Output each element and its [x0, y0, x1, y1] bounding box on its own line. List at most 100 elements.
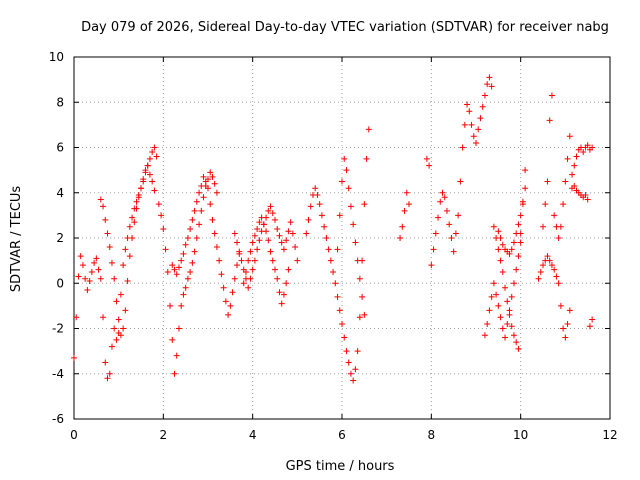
data-point: [359, 293, 366, 300]
data-point: [542, 201, 549, 208]
data-point: [122, 307, 129, 314]
data-point: [499, 241, 506, 248]
data-point: [495, 302, 502, 309]
data-point: [584, 142, 591, 149]
data-point: [146, 155, 153, 162]
data-point: [100, 314, 107, 321]
data-point: [327, 257, 334, 264]
data-point: [289, 230, 296, 237]
data-point: [468, 121, 475, 128]
data-point: [343, 348, 350, 355]
data-point: [79, 262, 86, 269]
data-point: [251, 257, 258, 264]
data-point: [510, 280, 517, 287]
data-point: [522, 167, 529, 174]
data-point: [102, 216, 109, 223]
data-point: [151, 144, 158, 151]
data-point: [153, 153, 160, 160]
x-axis-label: GPS time / hours: [286, 459, 395, 474]
data-point: [117, 332, 124, 339]
data-point: [535, 275, 542, 282]
data-point: [495, 228, 502, 235]
data-point: [548, 262, 555, 269]
data-point: [537, 268, 544, 275]
data-point: [481, 332, 488, 339]
data-point: [285, 266, 292, 273]
x-tick-label: 12: [602, 428, 617, 442]
data-point: [108, 343, 115, 350]
series-sat-f: [240, 214, 292, 307]
data-point: [504, 320, 511, 327]
data-point: [544, 253, 551, 260]
data-point: [180, 291, 187, 298]
data-point: [200, 173, 207, 180]
data-point: [82, 275, 89, 282]
data-point: [274, 225, 281, 232]
data-point: [365, 126, 372, 133]
data-point: [502, 334, 509, 341]
data-point: [504, 298, 511, 305]
data-point: [104, 230, 111, 237]
data-point: [330, 268, 337, 275]
data-point: [589, 316, 596, 323]
data-point: [406, 201, 412, 208]
data-point: [102, 359, 109, 366]
data-point: [566, 133, 573, 140]
data-point: [111, 275, 118, 282]
data-point: [499, 268, 506, 275]
data-point: [162, 246, 169, 253]
data-point: [560, 325, 567, 332]
x-tick-label: 0: [70, 428, 78, 442]
data-point: [144, 162, 151, 169]
data-point: [88, 268, 95, 275]
data-point: [178, 257, 185, 264]
x-tick-label: 4: [249, 428, 257, 442]
data-point: [544, 178, 551, 185]
data-point: [448, 235, 455, 241]
data-point: [198, 182, 205, 189]
data-point: [247, 275, 254, 282]
y-tick-label: 2: [56, 231, 64, 245]
series-sat-e: [231, 203, 301, 291]
data-point: [274, 275, 281, 282]
data-point: [361, 311, 368, 318]
data-point: [146, 171, 153, 178]
data-point: [562, 178, 569, 185]
data-point: [323, 235, 330, 241]
data-point: [363, 155, 370, 162]
y-tick-label: 0: [56, 276, 64, 290]
data-point: [571, 162, 578, 169]
data-point: [265, 207, 272, 214]
data-point: [151, 187, 158, 194]
data-point: [350, 221, 357, 228]
data-point: [276, 289, 283, 296]
data-point: [341, 334, 348, 341]
data-point: [187, 225, 194, 232]
data-point: [283, 280, 290, 287]
data-point: [548, 92, 555, 99]
data-point: [111, 325, 118, 332]
data-point: [426, 162, 433, 169]
data-point: [269, 210, 276, 217]
series-sat-a: [71, 144, 160, 382]
data-point: [336, 212, 343, 219]
data-point: [457, 178, 464, 185]
data-point: [256, 237, 263, 244]
data-point: [486, 307, 493, 314]
data-point: [229, 289, 236, 296]
data-point: [401, 207, 408, 214]
data-point: [120, 262, 127, 269]
data-point: [182, 284, 189, 291]
data-point: [443, 207, 450, 214]
y-tick-label: 8: [56, 95, 64, 109]
data-point: [354, 348, 361, 355]
data-point: [184, 235, 191, 241]
data-point: [466, 108, 473, 115]
x-tick-label: 8: [428, 428, 436, 442]
y-tick-label: -4: [52, 367, 64, 381]
series-sat-i: [397, 74, 495, 269]
data-point: [347, 370, 354, 377]
chart-title: Day 079 of 2026, Sidereal Day-to-day VTE…: [81, 20, 609, 35]
data-point: [399, 223, 406, 230]
